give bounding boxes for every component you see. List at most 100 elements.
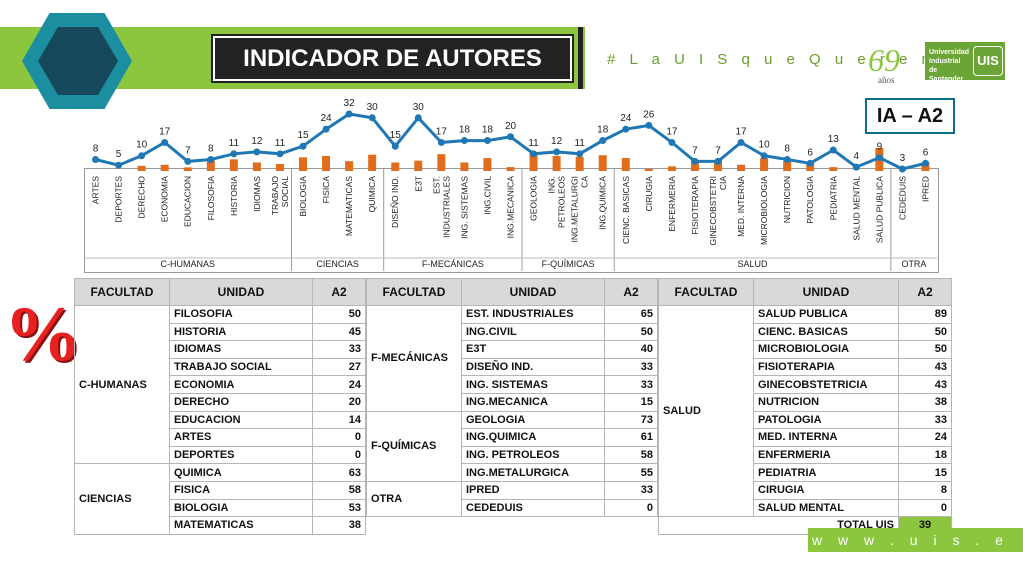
a2-value-cell: 0 [604, 498, 658, 518]
series-point [322, 125, 330, 133]
faculty-cell: SALUD [658, 304, 754, 518]
unit-cell: HISTORIA [169, 322, 313, 342]
series-point [898, 165, 906, 173]
chart-bar [299, 157, 308, 171]
data-label: 13 [828, 134, 840, 145]
category-label: EDUCACION [183, 176, 193, 227]
a2-value-cell: 58 [604, 445, 658, 465]
a2-value-cell: 0 [898, 498, 952, 518]
data-label: 8 [208, 144, 214, 155]
a2-value-cell: 43 [898, 375, 952, 394]
a2-value-cell: 24 [898, 428, 952, 447]
table-row: ING. SISTEMAS 33 [367, 375, 658, 394]
data-label: 11 [229, 138, 240, 149]
series-point [760, 152, 768, 160]
indicator-label: IA – A2 [865, 98, 955, 134]
table-row: SALUD SALUD PUBLICA 89 [658, 304, 952, 518]
data-label: 17 [436, 126, 448, 137]
series-point [184, 157, 192, 165]
chart-bar [437, 154, 446, 171]
a2-value-cell: 38 [898, 392, 952, 412]
series-point [829, 146, 837, 154]
a2-value-cell: 33 [604, 357, 658, 377]
unit-cell: FILOSOFIA [169, 305, 313, 324]
category-label: DISEÑO IND. [390, 176, 400, 228]
category-label: ING. SISTEMAS [459, 176, 469, 239]
chart-bar [322, 156, 331, 171]
column-header: A2 [898, 278, 952, 306]
unit-cell: CIRUGIA [753, 480, 899, 500]
data-label: 17 [666, 126, 678, 137]
column-header: A2 [312, 278, 366, 306]
series-point [875, 154, 883, 162]
category-label: SOCIAL [280, 176, 290, 207]
column-header: UNIDAD [169, 278, 313, 306]
faculty-cell: OTRA [366, 480, 462, 518]
category-label: E3T [413, 176, 423, 192]
category-label: FILOSOFIA [206, 176, 216, 221]
a2-value-cell: 43 [898, 357, 952, 377]
data-label: 12 [251, 136, 263, 147]
data-label: 11 [275, 138, 286, 149]
group-label: CIENCIAS [316, 259, 359, 269]
table-row: BIOLOGIA 53 [75, 498, 366, 518]
data-label: 15 [390, 130, 402, 141]
chart-bar [783, 161, 792, 171]
column-header: UNIDAD [753, 278, 899, 306]
unit-cell: SALUD PUBLICA [753, 305, 899, 324]
hashtag-text: # L a U I S q u e Q u e r e m o s [607, 51, 984, 68]
series-point [161, 138, 169, 146]
page-title: INDICADOR DE AUTORES [213, 36, 572, 81]
data-label: 7 [692, 145, 698, 156]
data-label: 10 [759, 140, 771, 151]
faculty-cell: CIENCIAS [74, 463, 170, 535]
series-point [368, 114, 376, 122]
chart-bar [391, 162, 400, 171]
data-label: 9 [877, 142, 883, 153]
category-label: DERECHO [137, 176, 147, 219]
unit-cell: DERECHO [169, 392, 313, 412]
series-point [783, 156, 791, 164]
percent-symbol: % [4, 290, 82, 377]
category-label: FISICA [321, 176, 331, 204]
data-label: 18 [459, 125, 471, 136]
table-row: FISIOTERAPIA 43 [659, 357, 952, 377]
column-header: FACULTAD [74, 278, 170, 306]
unit-cell: IDIOMAS [169, 340, 313, 359]
chart-bar [275, 164, 284, 171]
unit-cell: ING.CIVIL [461, 322, 605, 342]
category-label: ING. [547, 176, 557, 193]
category-label: PEDIATRIA [828, 176, 838, 221]
unit-cell: ING.QUIMICA [461, 428, 605, 447]
data-label: 6 [923, 147, 929, 158]
chart-bar [829, 167, 838, 171]
category-label: NUTRICION [782, 176, 792, 223]
chart-bar [737, 164, 746, 171]
table-row: DERECHO 20 [75, 392, 366, 412]
data-label: 18 [482, 125, 494, 136]
series-point [691, 157, 699, 165]
series-point [115, 161, 123, 169]
a2-value-cell: 18 [898, 445, 952, 465]
unit-cell: ING.MECANICA [461, 392, 605, 412]
chart-bar [368, 154, 377, 171]
unit-cell: CIENC. BASICAS [753, 322, 899, 342]
series-point [668, 138, 676, 146]
unit-cell: E3T [461, 340, 605, 359]
unit-cell: QUIMICA [169, 463, 313, 482]
series-point [414, 114, 422, 122]
category-label: ING.METALURGI [570, 176, 580, 242]
a2-value-cell: 50 [312, 305, 366, 324]
category-label: IDIOMAS [252, 176, 262, 212]
unit-cell: ENFERMERIA [753, 445, 899, 465]
chart-bar [345, 161, 354, 171]
a2-value-cell: 15 [604, 392, 658, 412]
table-row: ECONOMIA 24 [75, 375, 366, 394]
chart-bar [160, 164, 169, 171]
category-label: SALUD PUBLICA [874, 176, 884, 243]
series-point [276, 150, 284, 158]
category-label: INDUSTRIALES [441, 176, 451, 238]
uis-mark: UIS [973, 46, 1003, 76]
data-label: 7 [715, 145, 721, 156]
a2-value-cell: 50 [604, 322, 658, 342]
